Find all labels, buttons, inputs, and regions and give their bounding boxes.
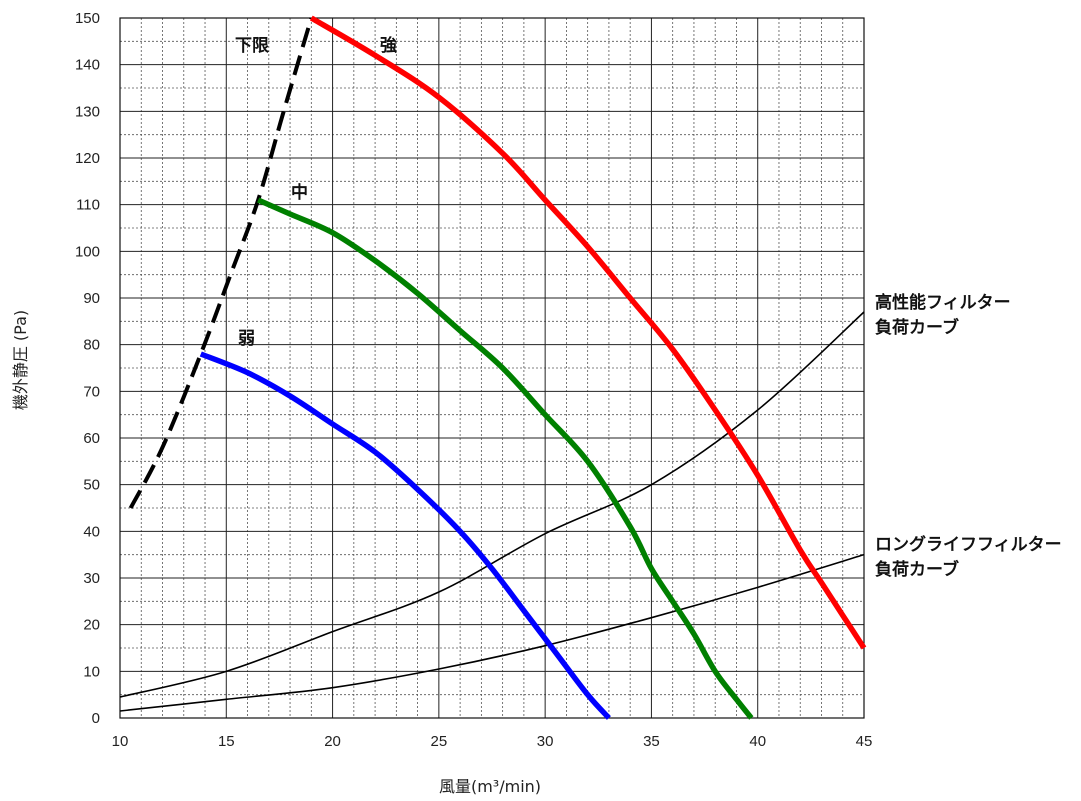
label-lower-limit: 下限 <box>235 36 269 56</box>
y-tick-label: 140 <box>75 57 100 74</box>
minor-grid <box>120 18 864 718</box>
label-high-perf-1: 高性能フィルター <box>875 292 1011 313</box>
series-line-5 <box>119 553 865 712</box>
label-long-life-1: ロングライフフィルター <box>875 534 1062 555</box>
y-tick-label: 60 <box>83 430 100 447</box>
y-tick-label: 20 <box>83 617 100 634</box>
major-grid <box>119 17 865 719</box>
y-tick-label: 90 <box>83 290 100 307</box>
y-tick-label: 110 <box>76 197 100 214</box>
label-weak: 弱 <box>238 329 255 349</box>
x-tick-label: 35 <box>643 733 660 750</box>
y-tick-label: 50 <box>83 477 100 494</box>
x-tick-label: 25 <box>431 733 448 750</box>
x-tick-label: 30 <box>537 733 554 750</box>
label-strong: 強 <box>380 35 397 56</box>
y-tick-label: 0 <box>92 710 100 727</box>
label-high-perf-2: 負荷カーブ <box>875 317 959 338</box>
series-line-2 <box>309 15 867 650</box>
y-tick-label: 80 <box>83 337 100 354</box>
series-line-4 <box>119 311 865 698</box>
x-tick-label: 20 <box>324 733 341 750</box>
x-tick-label: 15 <box>218 733 235 750</box>
y-tick-label: 30 <box>83 570 100 587</box>
tick-labels: 10 15 20 25 30 35 40 45 0 10 20 30 40 50 60 70 80 90 100 11… <box>75 10 872 750</box>
x-tick-label: 40 <box>749 733 766 750</box>
label-medium: 中 <box>291 182 308 203</box>
plot-frame <box>119 17 865 719</box>
y-tick-label: 150 <box>75 10 100 27</box>
label-long-life-2: 負荷カーブ <box>875 559 959 580</box>
x-tick-label: 10 <box>112 733 129 750</box>
y-tick-label: 10 <box>83 663 100 680</box>
y-tick-label: 40 <box>83 523 100 540</box>
series-line-3 <box>128 17 314 509</box>
series-line-0 <box>199 351 611 720</box>
y-tick-label: 120 <box>75 150 100 167</box>
y-tick-label: 100 <box>75 243 100 260</box>
series-line-1 <box>257 197 754 720</box>
y-tick-label: 130 <box>75 103 100 120</box>
y-axis-label: 機外静圧 (Pa) <box>11 310 30 410</box>
x-axis-label: 風量(m³/min) <box>439 777 541 796</box>
series-layer <box>119 15 867 720</box>
x-tick-label: 45 <box>856 733 873 750</box>
y-tick-label: 70 <box>83 383 100 400</box>
